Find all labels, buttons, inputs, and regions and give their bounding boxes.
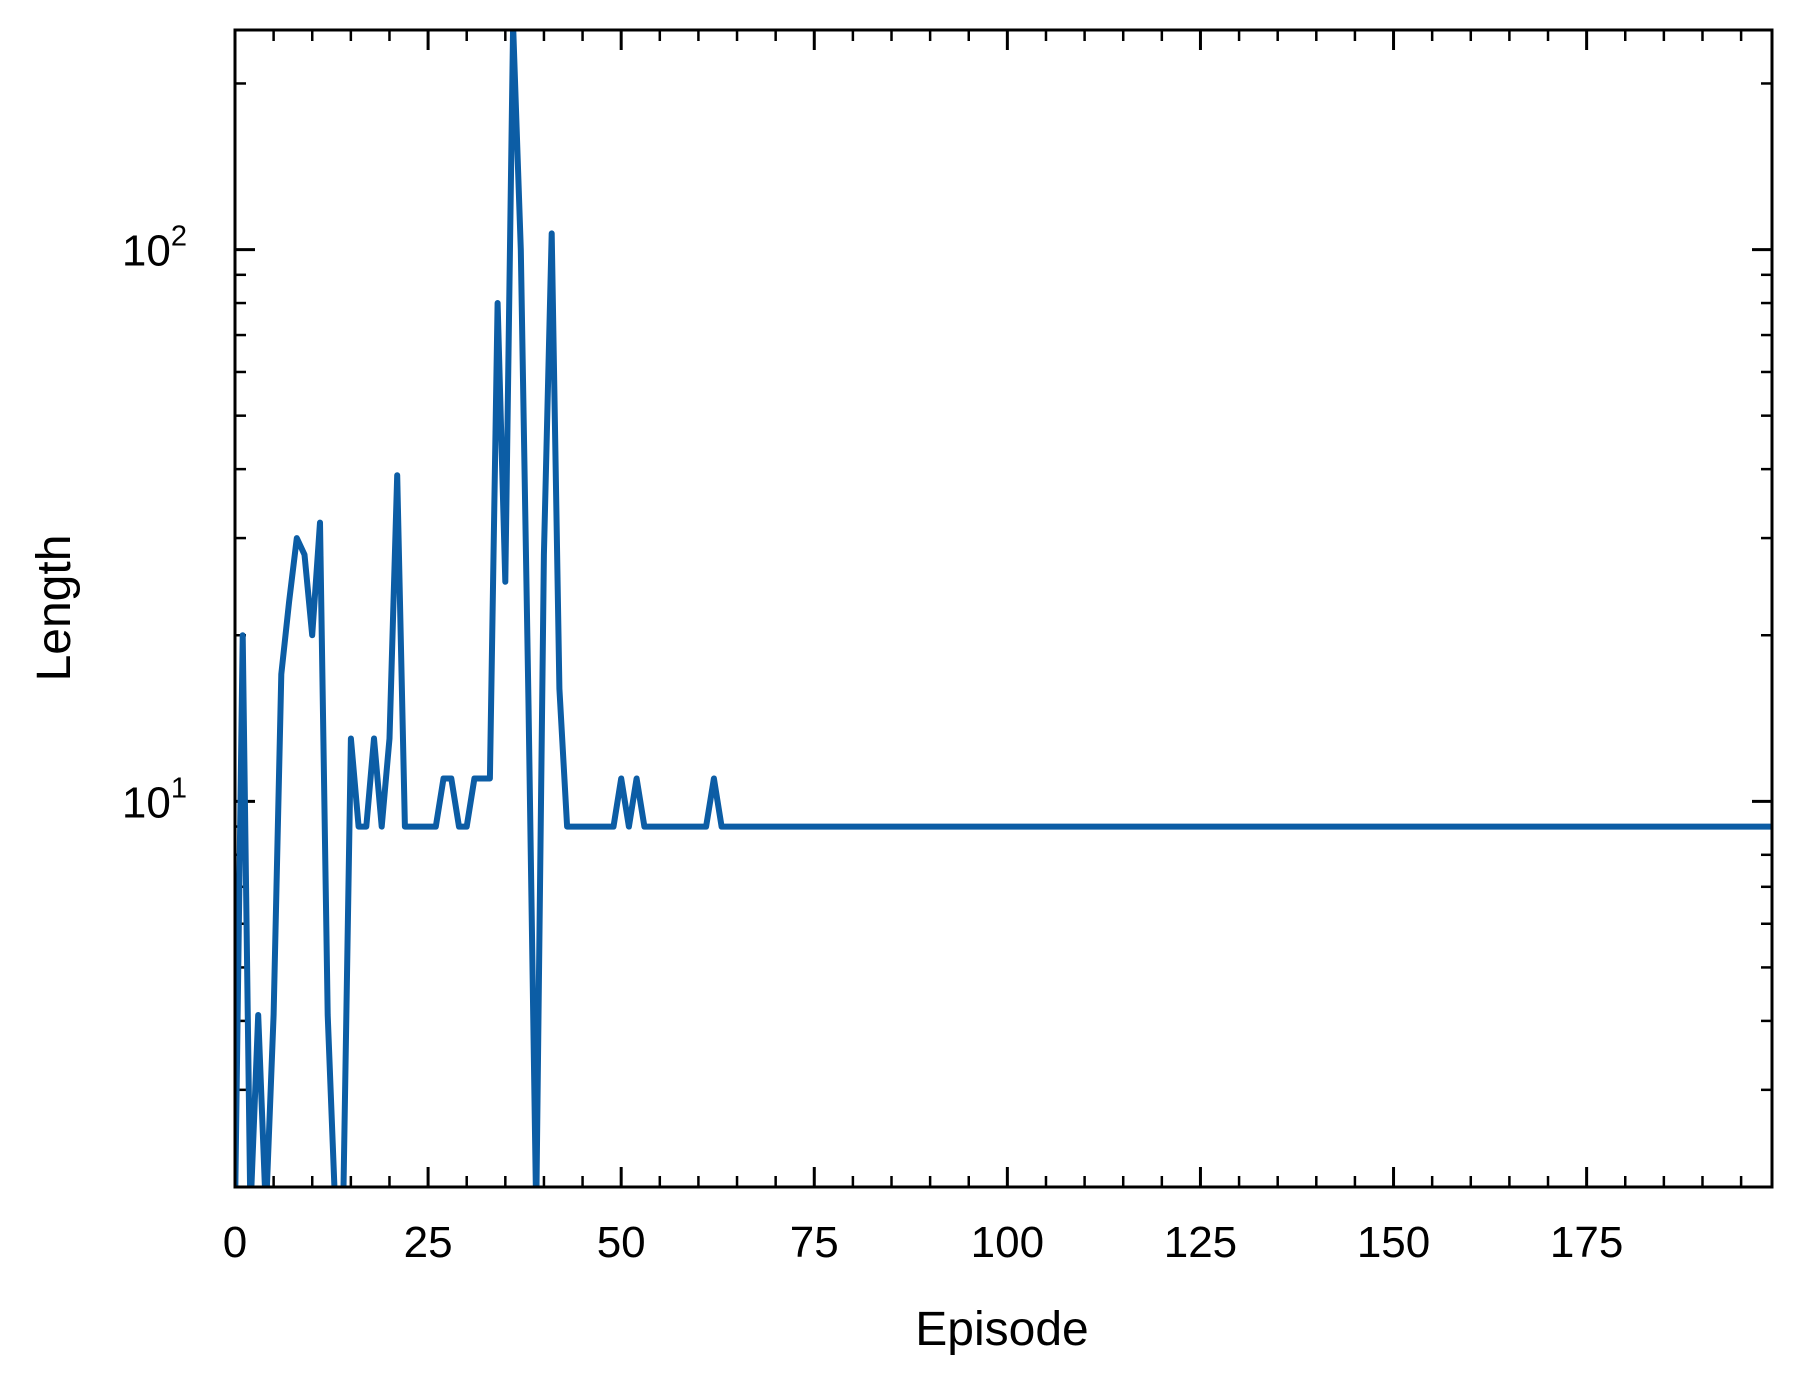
x-tick-label: 100	[971, 1218, 1044, 1267]
y-tick-exponent: 2	[171, 221, 187, 253]
y-tick-exponent: 1	[171, 772, 187, 804]
x-axis-title: Episode	[915, 1303, 1088, 1356]
x-tick-label: 25	[404, 1218, 453, 1267]
x-tick-label: 0	[223, 1218, 247, 1267]
y-axis-title: Length	[28, 535, 81, 682]
y-tick-base: 10	[122, 778, 171, 827]
ticks	[233, 30, 1772, 1187]
x-tick-label: 50	[597, 1218, 646, 1267]
series-line-0	[235, 30, 1772, 1187]
x-tick-label: 75	[790, 1218, 839, 1267]
series-layer	[235, 30, 1772, 1187]
plot-frame	[233, 28, 1774, 1189]
x-tick-label: 125	[1164, 1218, 1237, 1267]
x-tick-label: 150	[1357, 1218, 1430, 1267]
y-tick-label: 101	[122, 772, 187, 827]
x-tick-label: 175	[1550, 1218, 1623, 1267]
y-tick-base: 10	[122, 227, 171, 276]
y-tick-label: 102	[122, 221, 187, 276]
